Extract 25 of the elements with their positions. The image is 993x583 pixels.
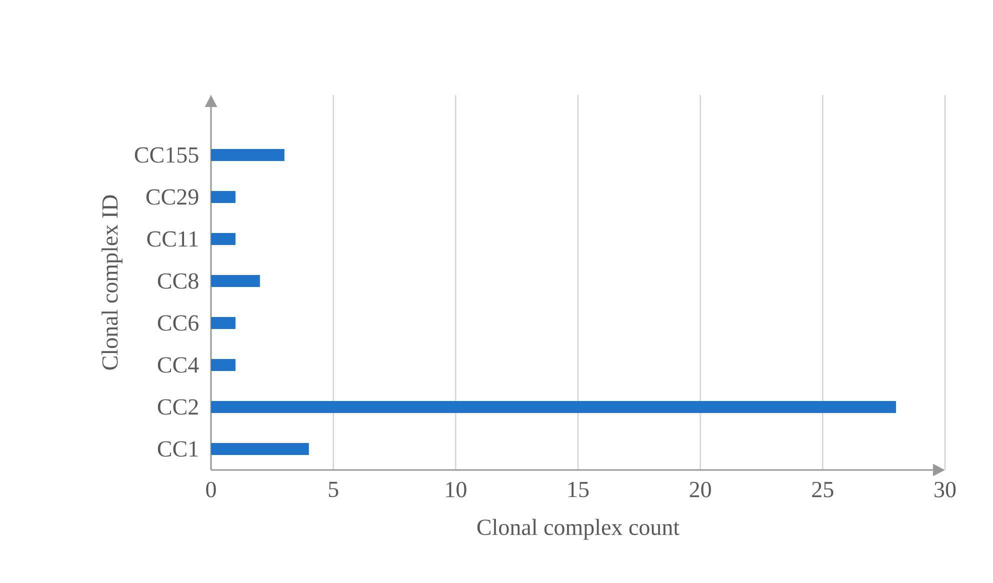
y-tick-label: CC2: [158, 399, 198, 415]
y-axis-title: Clonal complex ID: [102, 195, 122, 370]
bar: [211, 191, 236, 204]
x-tick-label: 5: [328, 482, 338, 498]
y-tick-label: CC6: [158, 315, 198, 331]
x-tick-label: 20: [690, 482, 711, 498]
x-tick-label: 0: [206, 482, 216, 498]
bar: [211, 317, 236, 330]
bar: [211, 149, 284, 162]
y-tick-label: CC11: [147, 231, 198, 247]
bar: [211, 400, 896, 413]
y-tick-label: CC8: [158, 273, 198, 289]
x-tick-label: 30: [934, 482, 956, 498]
bar: [211, 233, 236, 246]
y-tick-label: CC29: [146, 189, 198, 205]
bar: [211, 442, 309, 455]
bar: [211, 275, 260, 288]
x-tick-label: 10: [446, 482, 466, 498]
bar: [211, 359, 236, 371]
y-tick-label: CC155: [134, 147, 198, 163]
x-tick-label: 15: [568, 482, 589, 498]
x-tick-label: 25: [812, 482, 834, 498]
y-tick-label: CC1: [158, 441, 198, 457]
y-tick-label: CC4: [158, 357, 199, 373]
x-axis-title: Clonal complex count: [477, 518, 680, 540]
